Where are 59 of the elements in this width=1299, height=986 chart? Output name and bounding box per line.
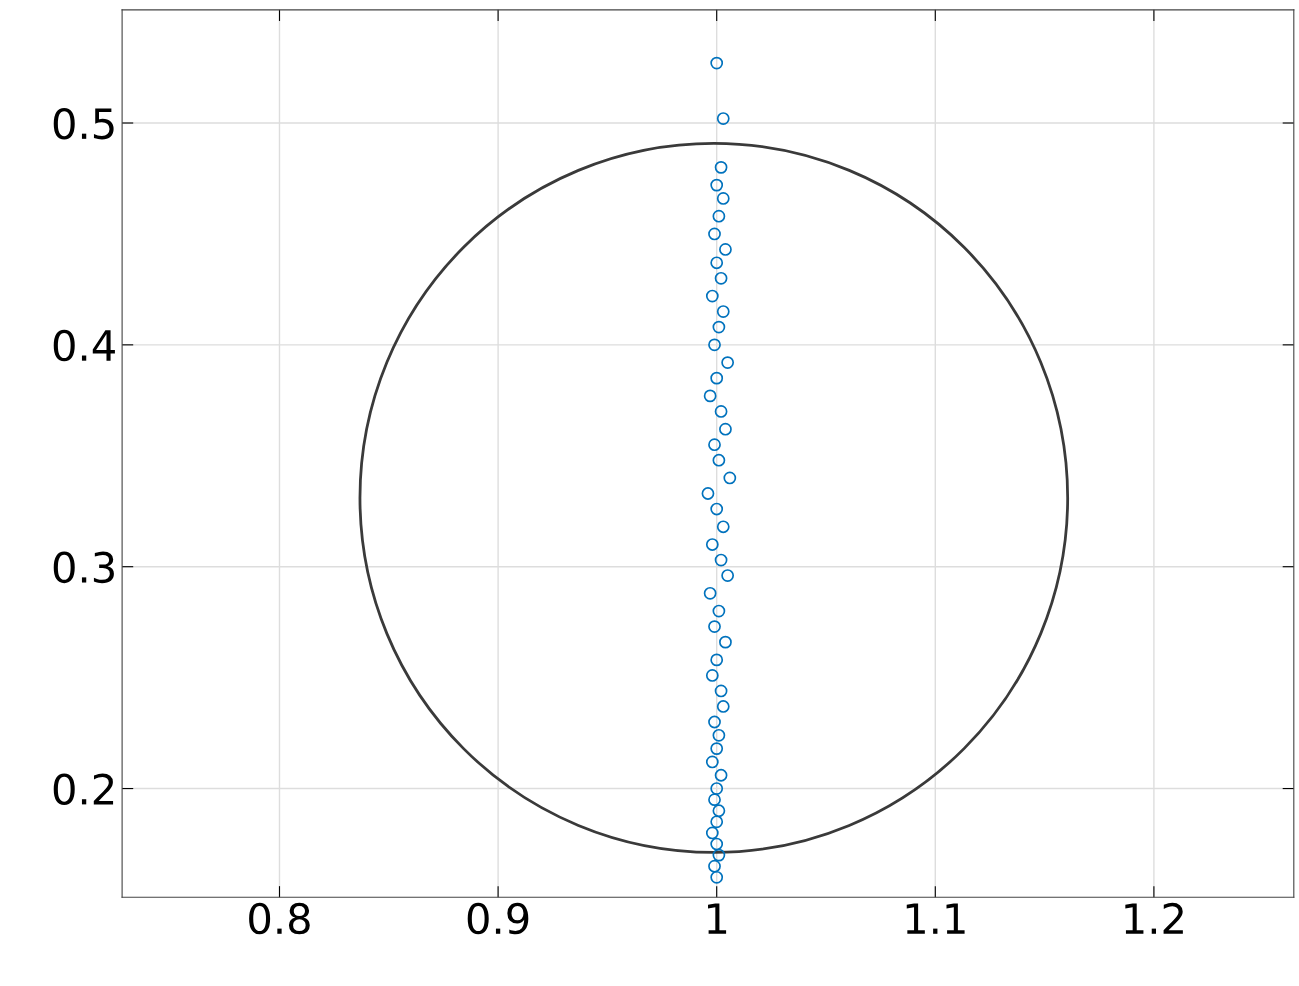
point: [708, 338, 721, 352]
point: [714, 160, 728, 174]
y-tick-label: 0.2: [53, 773, 114, 805]
point: [708, 438, 721, 452]
point: [712, 728, 726, 742]
point: [710, 502, 724, 516]
point: [716, 192, 730, 205]
x-tick-label: 1.1: [906, 903, 965, 934]
point: [705, 826, 719, 840]
x-tick-label: 1: [708, 903, 727, 934]
point: [703, 389, 717, 403]
point: [723, 471, 737, 485]
point: [710, 870, 724, 884]
point: [710, 256, 724, 270]
point: [703, 586, 717, 600]
y-tick-label: 0.5: [53, 107, 114, 140]
point: [705, 289, 719, 303]
point: [710, 178, 724, 192]
point: [705, 538, 719, 551]
point: [716, 520, 730, 534]
point: [710, 815, 724, 829]
point: [712, 604, 726, 618]
x-tick-label: 0.9: [467, 902, 529, 935]
point: [716, 112, 730, 125]
point: [714, 768, 728, 782]
point: [710, 56, 724, 70]
point: [714, 553, 728, 567]
point: [716, 305, 730, 318]
point: [716, 700, 730, 713]
point: [708, 620, 721, 633]
point: [719, 635, 732, 649]
point: [721, 569, 735, 582]
point: [714, 405, 728, 418]
x-tick-label: 1.2: [1125, 902, 1183, 934]
point: [710, 837, 724, 851]
y-tick-label: 0.4: [53, 329, 115, 362]
point: [710, 371, 724, 385]
x-tick-label: 0.8: [249, 902, 310, 935]
point: [721, 356, 735, 369]
point: [708, 715, 721, 729]
point: [714, 684, 728, 698]
point: [712, 209, 726, 223]
point: [710, 782, 724, 795]
point: [705, 669, 719, 682]
point: [712, 848, 726, 862]
point: [712, 804, 726, 818]
point: [719, 243, 732, 256]
point: [708, 859, 721, 873]
point: [714, 271, 728, 285]
point: [710, 653, 724, 667]
point: [712, 453, 726, 467]
point: [710, 742, 724, 756]
point: [708, 793, 721, 807]
y-tick-label: 0.3: [53, 551, 114, 584]
point: [719, 422, 732, 436]
point: [701, 487, 715, 500]
point: [708, 227, 721, 241]
point: [705, 755, 719, 769]
point: [712, 320, 726, 334]
